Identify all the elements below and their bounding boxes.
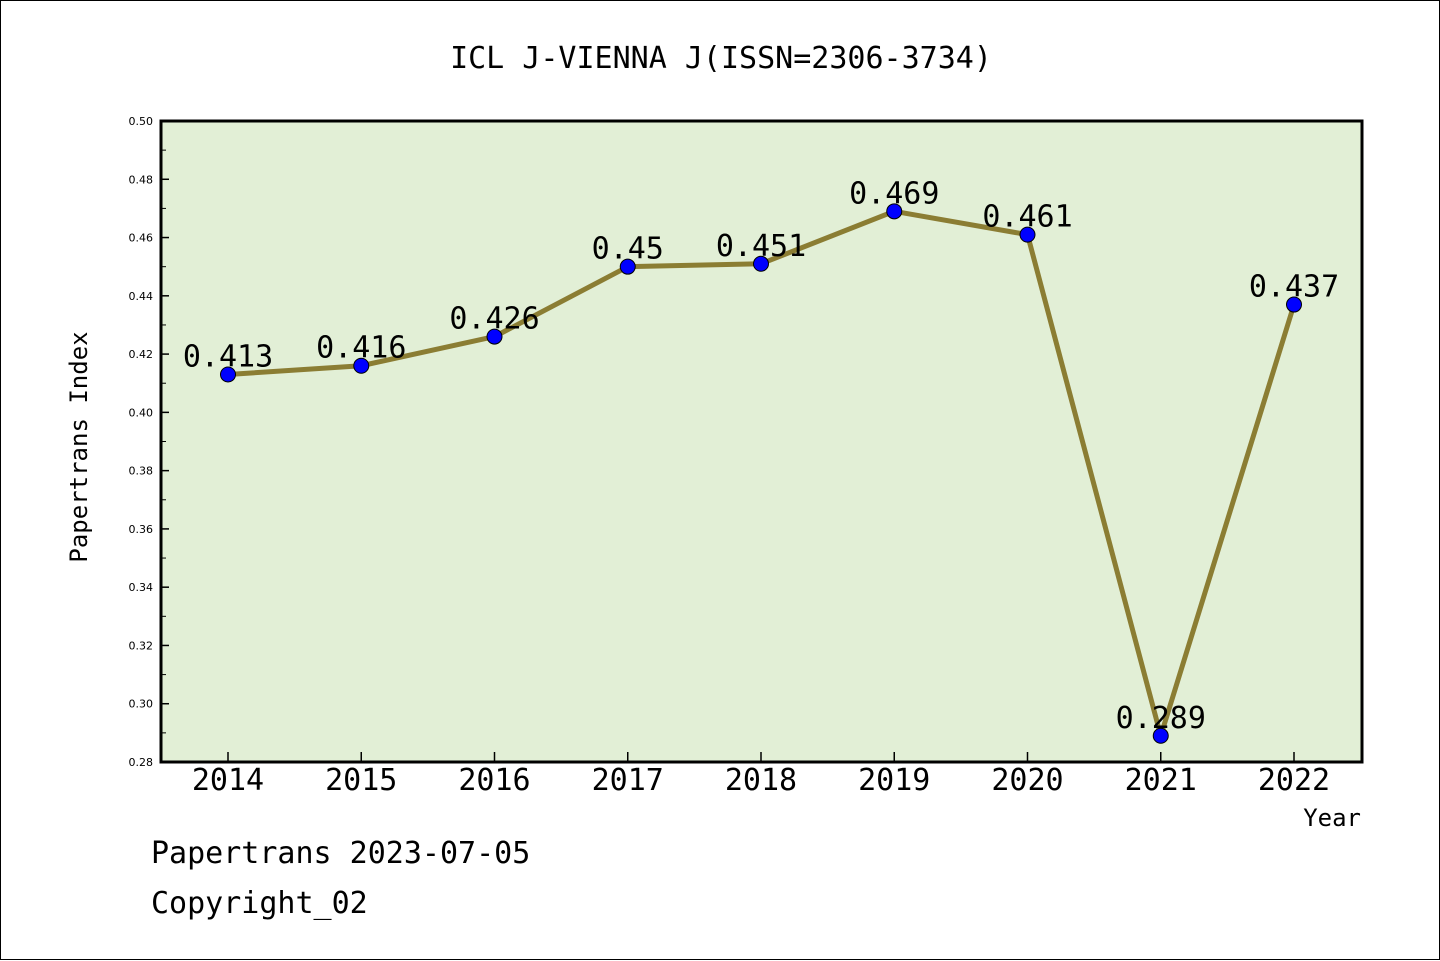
data-label: 0.461 — [982, 200, 1072, 235]
data-point — [886, 203, 903, 220]
x-tick-label: 2018 — [725, 763, 797, 798]
x-tick-label: 2022 — [1258, 763, 1330, 798]
data-point — [353, 357, 370, 374]
y-tick-label: 0.32 — [129, 639, 154, 652]
x-tick-label: 2014 — [192, 763, 264, 798]
y-tick-label: 0.36 — [129, 523, 154, 536]
data-label: 0.416 — [316, 331, 406, 366]
data-label: 0.451 — [716, 229, 806, 264]
x-tick-label: 2016 — [458, 763, 530, 798]
y-tick-label: 0.40 — [129, 406, 154, 419]
data-label: 0.437 — [1249, 270, 1339, 305]
data-point — [486, 328, 503, 345]
y-tick-label: 0.50 — [129, 115, 154, 128]
y-tick-label: 0.48 — [129, 173, 154, 186]
y-tick-label: 0.44 — [129, 290, 154, 303]
data-point — [619, 258, 636, 275]
x-tick-label: 2015 — [325, 763, 397, 798]
x-tick-label: 2019 — [858, 763, 930, 798]
y-tick-label: 0.38 — [129, 465, 154, 478]
data-points — [220, 203, 1302, 744]
y-tick-label: 0.42 — [129, 348, 154, 361]
plot-area — [159, 119, 1364, 764]
data-point — [220, 366, 236, 383]
x-tick-label: 2021 — [1125, 763, 1197, 798]
data-label: 0.426 — [449, 302, 539, 337]
x-tick-label: 2020 — [991, 763, 1063, 798]
data-point — [1019, 226, 1036, 243]
y-tick-label: 0.30 — [129, 698, 154, 711]
source-date-text: Papertrans 2023-07-05 — [151, 836, 531, 871]
data-label: 0.413 — [183, 339, 273, 374]
data-point — [1286, 296, 1302, 313]
x-tick-label: 2017 — [592, 763, 664, 798]
y-tick-label: 0.28 — [129, 756, 154, 769]
chart-title: ICL J-VIENNA J(ISSN=2306-3734) — [450, 41, 992, 76]
x-axis-label: Year — [1303, 804, 1361, 832]
data-label: 0.469 — [849, 176, 939, 211]
data-label: 0.45 — [592, 232, 664, 267]
y-tick-label: 0.34 — [129, 581, 154, 594]
data-point — [753, 255, 769, 272]
data-point — [1152, 727, 1169, 744]
x-axis: 2014 2015 2016 2017 2018 2019 2020 2021 2022 — [192, 752, 1330, 798]
data-labels: 0.413 0.416 0.426 0.45 0.451 0.469 0.461 0.289 0… — [183, 176, 1339, 735]
copyright-text: Copyright_02 — [151, 886, 368, 921]
y-tick-label: 0.46 — [129, 232, 154, 245]
y-axis: 0.28 0.30 0.32 0.34 0.36 0.38 0.40 0.42 0.44 0.46… — [129, 115, 169, 769]
y-axis-label: Papertrans Index — [65, 331, 93, 562]
data-label: 0.289 — [1116, 701, 1206, 736]
